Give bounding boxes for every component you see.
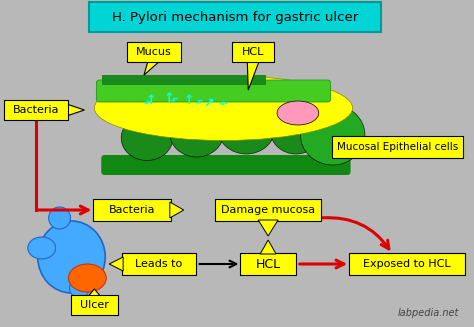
FancyBboxPatch shape: [4, 100, 67, 120]
FancyBboxPatch shape: [101, 155, 351, 175]
Text: HCL: HCL: [242, 47, 264, 57]
Ellipse shape: [301, 105, 365, 165]
FancyBboxPatch shape: [90, 2, 382, 32]
Polygon shape: [170, 202, 184, 218]
Ellipse shape: [121, 115, 173, 161]
FancyBboxPatch shape: [96, 80, 331, 102]
Text: Damage mucosa: Damage mucosa: [221, 205, 315, 215]
FancyBboxPatch shape: [93, 199, 171, 221]
FancyBboxPatch shape: [332, 136, 463, 158]
Text: Mucus: Mucus: [136, 47, 172, 57]
Ellipse shape: [169, 107, 224, 157]
Text: Ulcer: Ulcer: [80, 300, 109, 310]
Polygon shape: [144, 61, 160, 75]
Text: ↑: ↑: [164, 93, 174, 106]
FancyBboxPatch shape: [127, 42, 181, 62]
Text: labpedia.net: labpedia.net: [397, 308, 459, 318]
Text: Leads to: Leads to: [135, 259, 182, 269]
Text: Mucosal Epithelial cells: Mucosal Epithelial cells: [337, 142, 458, 152]
Text: Bacteria: Bacteria: [12, 105, 59, 115]
FancyBboxPatch shape: [349, 253, 465, 275]
Ellipse shape: [69, 264, 106, 292]
Ellipse shape: [277, 101, 319, 125]
Ellipse shape: [270, 106, 322, 154]
FancyBboxPatch shape: [232, 42, 274, 62]
Text: ⌁: ⌁: [167, 92, 180, 109]
Polygon shape: [258, 220, 278, 236]
Ellipse shape: [218, 102, 275, 154]
Polygon shape: [66, 104, 84, 116]
FancyBboxPatch shape: [71, 295, 118, 315]
Polygon shape: [88, 289, 100, 296]
Text: ⌁: ⌁: [192, 94, 205, 111]
Text: H. Pylori mechanism for gastric ulcer: H. Pylori mechanism for gastric ulcer: [112, 10, 358, 24]
Polygon shape: [247, 61, 259, 90]
Ellipse shape: [38, 221, 105, 293]
Text: HCL: HCL: [255, 257, 281, 270]
FancyBboxPatch shape: [122, 253, 196, 275]
Polygon shape: [333, 141, 337, 153]
Text: Bacteria: Bacteria: [109, 205, 155, 215]
Ellipse shape: [49, 207, 71, 229]
Text: Exposed to HCL: Exposed to HCL: [364, 259, 451, 269]
Polygon shape: [260, 240, 276, 254]
Text: ↑: ↑: [183, 95, 194, 108]
Ellipse shape: [94, 76, 353, 141]
Ellipse shape: [28, 237, 55, 259]
Ellipse shape: [70, 278, 90, 298]
Text: ↑: ↑: [146, 95, 156, 108]
FancyBboxPatch shape: [102, 75, 266, 85]
Polygon shape: [109, 257, 123, 271]
Text: ⌁: ⌁: [217, 95, 230, 112]
FancyBboxPatch shape: [215, 199, 321, 221]
Text: ↗: ↗: [203, 96, 214, 110]
FancyBboxPatch shape: [240, 253, 296, 275]
Text: ⌁: ⌁: [141, 95, 153, 112]
